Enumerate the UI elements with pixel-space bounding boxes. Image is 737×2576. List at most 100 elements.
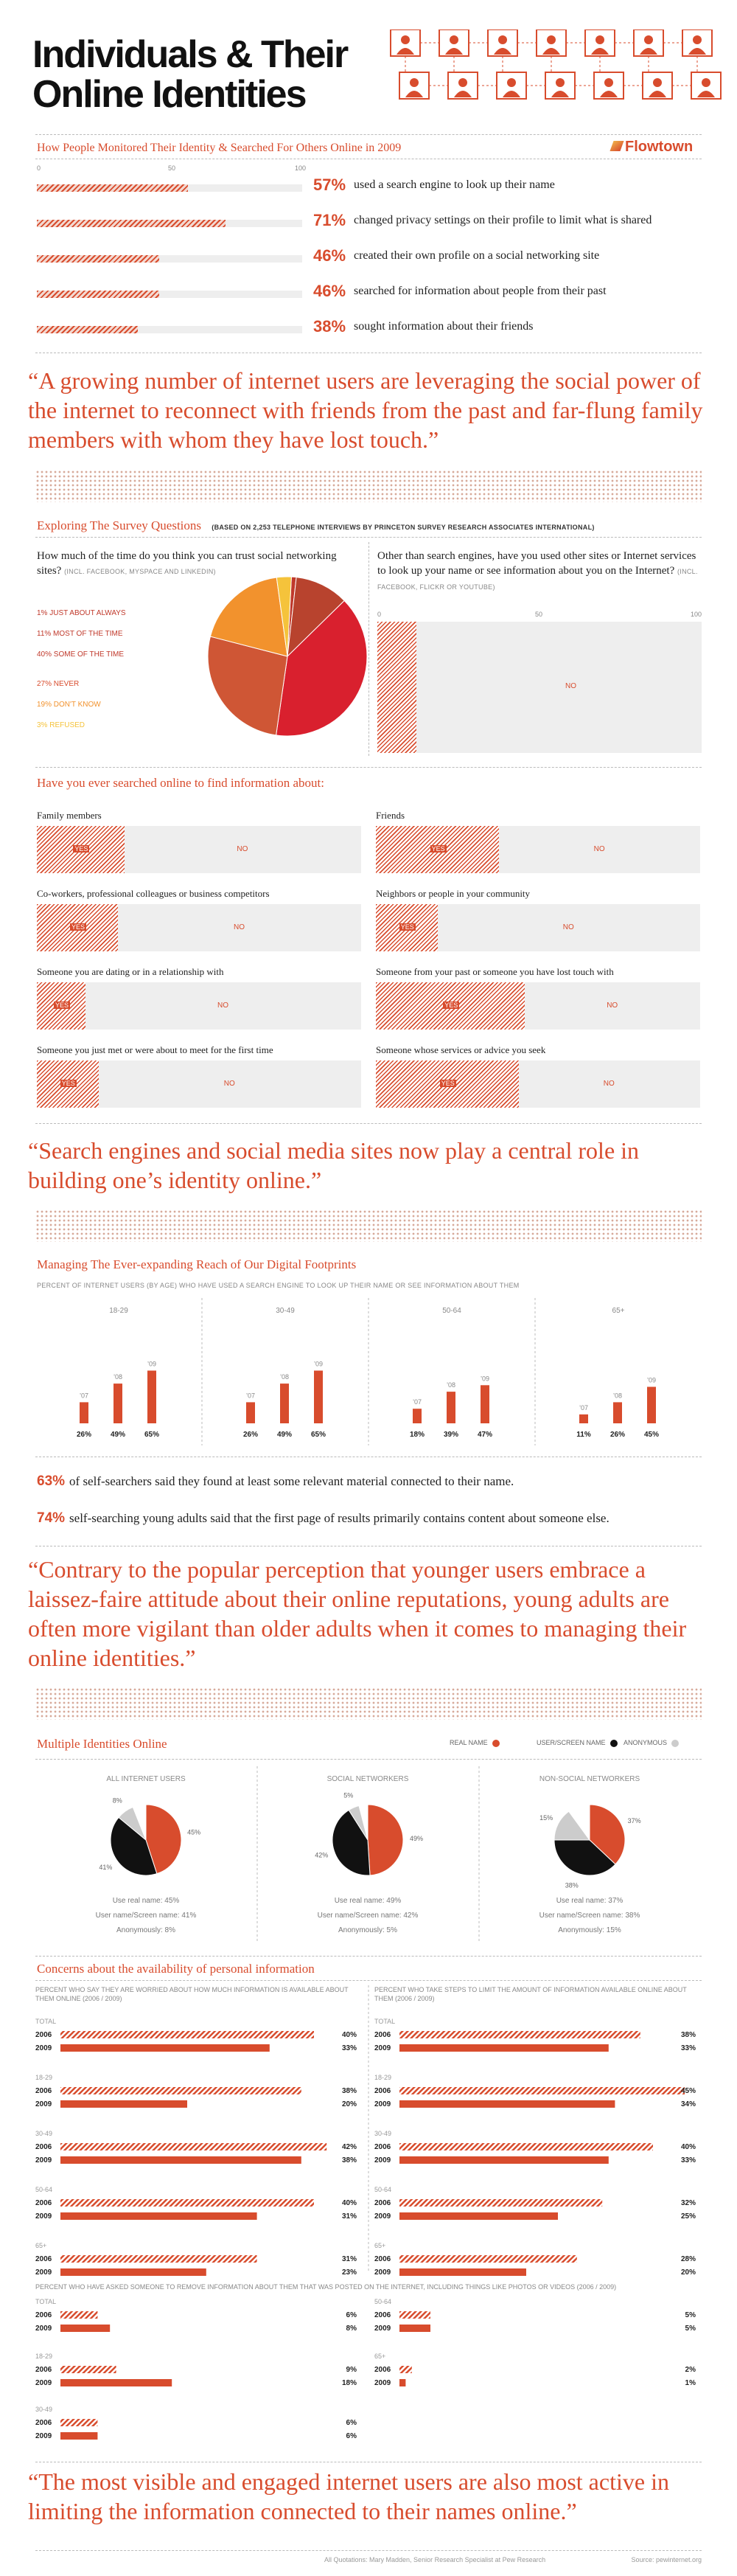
removal-subtitle: PERCENT WHO HAVE ASKED SOMEONE TO REMOVE…	[35, 2283, 616, 2291]
year-label: 2006	[35, 2143, 52, 2151]
dot-divider-3	[35, 1687, 702, 1720]
q1-text: How much of the time do you think you ca…	[37, 549, 361, 579]
year-label: 2006	[35, 2087, 52, 2095]
flowtown-logo-text: Flowtown	[625, 139, 694, 155]
monitoring-pct: 46%	[313, 246, 346, 265]
q2-yes-fill	[377, 622, 416, 753]
year-label: 2006	[374, 2087, 391, 2095]
monitoring-text: used a search engine to look up their na…	[354, 178, 555, 191]
monitoring-pct: 57%	[313, 176, 346, 194]
stat-row: 74% self-searching young adults said that…	[37, 1510, 700, 1527]
person-body-icon	[591, 48, 609, 55]
footprint-bar	[579, 1414, 588, 1423]
concern-group-label: TOTAL	[35, 2018, 56, 2025]
slice-label: 45%	[187, 1829, 200, 1836]
pie-title: NON-SOCIAL NETWORKERS	[539, 1775, 640, 1783]
footprint-bar	[80, 1402, 88, 1423]
searched-item: Neighbors or people in your community YES…	[376, 888, 700, 954]
searched-no-label: NO	[237, 845, 248, 853]
stat-text: self-searching young adults said that th…	[69, 1511, 609, 1525]
legend-label: ANONYMOUS	[624, 1739, 668, 1746]
concern-value: 40%	[342, 2199, 357, 2207]
concern-value: 38%	[342, 2156, 357, 2164]
footprint-bar	[481, 1385, 489, 1423]
year-label: 2006	[374, 2031, 391, 2039]
monitoring-bar-track	[37, 184, 302, 192]
legend-item: USER/SCREEN NAME	[537, 1739, 618, 1747]
concern-value: 40%	[342, 2031, 357, 2039]
identity-slice	[358, 1804, 368, 1841]
searched-label: Co-workers, professional colleagues or b…	[37, 888, 270, 899]
removal-bar	[399, 2379, 406, 2386]
identities-pies: ALL INTERNET USERS 45% 41% 8% Use real name:…	[96, 1766, 641, 1943]
footprint-value-label: 26%	[243, 1431, 258, 1439]
footprints-title: Managing The Ever-expanding Reach of Our…	[37, 1257, 357, 1271]
year-label: 2009	[374, 2268, 391, 2277]
monitoring-pct: 38%	[313, 317, 346, 336]
concern-group-label: 50-64	[35, 2186, 52, 2193]
concern-bar	[60, 2031, 314, 2038]
scale-0: 0	[37, 164, 41, 172]
pie-title: ALL INTERNET USERS	[106, 1775, 186, 1783]
concern-subtitle-wrap: PERCENT WHO SAY THEY ARE WORRIED ABOUT H…	[35, 1986, 348, 2002]
monitoring-title: How People Monitored Their Identity & Se…	[37, 142, 402, 154]
person-head-icon	[450, 35, 458, 44]
concern-bar	[399, 2212, 558, 2220]
footprint-bar	[447, 1392, 455, 1423]
removal-value: 1%	[685, 2379, 696, 2387]
trust-slice	[207, 636, 288, 736]
removal-value: 6%	[346, 2311, 357, 2319]
slice-label: 8%	[113, 1797, 122, 1805]
age-group-label: 65+	[612, 1307, 625, 1315]
searched-title: Have you ever searched online to find in…	[37, 776, 324, 790]
footprint-bar	[280, 1384, 289, 1423]
concern-value: 32%	[681, 2199, 696, 2207]
identity-slice	[145, 1804, 182, 1875]
trust-slice	[276, 576, 292, 657]
year-label: ’07	[246, 1392, 255, 1399]
removal-bar	[399, 2311, 430, 2319]
monitoring-row: 38% sought information about their friend…	[37, 316, 708, 338]
survey-note: (BASED ON 2,253 TELEPHONE INTERVIEWS BY …	[212, 524, 595, 531]
survey-title-text: Exploring The Survey Questions	[37, 518, 202, 532]
legend-label: USER/SCREEN NAME	[537, 1739, 606, 1746]
q2-note: (INCL. FACEBOOK, FLICKR OR YOUTUBE)	[377, 568, 698, 591]
concern-value: 34%	[681, 2100, 696, 2108]
slice-label: 49%	[410, 1835, 423, 1842]
monitoring-bar-fill	[37, 326, 138, 333]
concern-bar	[399, 2044, 609, 2052]
concern-value: 33%	[681, 2044, 696, 2052]
removal-chart: PERCENT WHO HAVE ASKED SOMEONE TO REMOVE…	[35, 2283, 696, 2440]
scale-100: 100	[295, 164, 307, 172]
quote-3: “Contrary to the popular perception that…	[28, 1556, 687, 1671]
person-frame	[691, 72, 722, 100]
person-body-icon	[503, 91, 520, 97]
concern-bar	[60, 2100, 187, 2108]
footprint-value-label: 39%	[444, 1431, 458, 1439]
concern-group-label: 50-64	[374, 2186, 391, 2193]
person-body-icon	[542, 48, 560, 55]
person-body-icon	[551, 91, 569, 97]
searched-bar-track: YES NO	[376, 1060, 700, 1108]
legend-swatch-icon	[671, 1739, 680, 1747]
searched-no-label: NO	[593, 845, 605, 853]
searched-no-label: NO	[223, 1080, 235, 1088]
stat-pct: 63%	[37, 1473, 66, 1489]
person-head-icon	[507, 78, 516, 87]
concern-value: 38%	[681, 2031, 696, 2039]
concerns-chart: PERCENT WHO SAY THEY ARE WORRIED ABOUT H…	[35, 1985, 696, 2277]
q2-question: Other than search engines, have you used…	[377, 550, 696, 577]
monitoring-bar-fill	[37, 291, 159, 298]
footprint-value-label: 65%	[311, 1431, 326, 1439]
identities-legend: REAL NAME USER/SCREEN NAME ANONYMOUS	[450, 1739, 704, 1751]
removal-bar	[60, 2419, 98, 2426]
concern-value: 40%	[681, 2143, 696, 2151]
searched-label: Family members	[37, 810, 102, 821]
searched-bar-track: YES NO	[37, 1060, 361, 1108]
slice-label: 41%	[99, 1864, 112, 1871]
q1-legend-item: 19% DON'T KNOW	[37, 701, 101, 709]
q1-legend-item: 27% NEVER	[37, 680, 80, 688]
person-head-icon	[604, 78, 613, 87]
pie-note: User name/Screen name: 38%	[539, 1912, 640, 1920]
searched-yes-label: YES	[399, 923, 416, 931]
